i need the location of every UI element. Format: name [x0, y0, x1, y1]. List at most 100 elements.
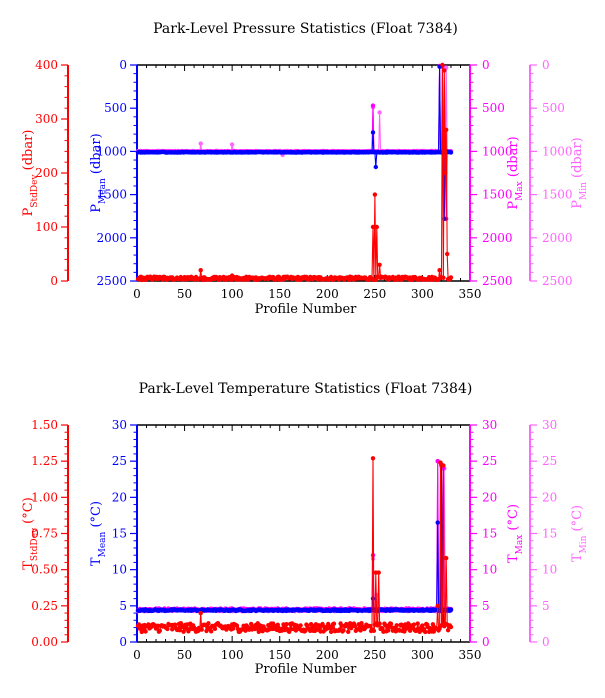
- series-std-point: [275, 622, 280, 627]
- x-tick-label: 200: [316, 648, 339, 662]
- x-tick-label: 350: [459, 648, 482, 662]
- min-axis-tick-label: 10: [542, 563, 557, 577]
- series-std-point: [209, 629, 214, 634]
- max-axis-tick-label: 2000: [482, 231, 513, 245]
- series-min-point: [377, 110, 382, 115]
- x-tick-label: 200: [316, 287, 339, 301]
- mean-axis-tick-label: 1500: [96, 188, 127, 202]
- mean-axis-label: PMean (dbar): [89, 133, 108, 212]
- mean-axis-tick-label: 0: [119, 635, 127, 649]
- series-std-point: [206, 621, 211, 626]
- mean-axis-tick-label: 2000: [96, 231, 127, 245]
- max-axis-tick-label: 1000: [482, 144, 513, 158]
- series-std-point: [435, 603, 440, 608]
- series-std-point: [394, 623, 399, 628]
- mean-axis-tick-label: 10: [112, 563, 127, 577]
- chart-title: Park-Level Temperature Statistics (Float…: [139, 381, 473, 397]
- series-std-point: [352, 623, 358, 629]
- series-std-point: [329, 625, 335, 631]
- series-std-point: [172, 622, 178, 627]
- std-axis-tick-label: 0.00: [31, 635, 58, 649]
- series-std-point: [420, 623, 425, 628]
- series-std-point: [370, 224, 376, 230]
- series-std-point: [230, 626, 236, 631]
- series-std-point: [177, 628, 182, 633]
- series-min-line: [137, 66, 452, 157]
- series-mean-point: [448, 607, 454, 612]
- std-axis-tick-label: 0.50: [31, 563, 58, 577]
- series-std-point: [377, 262, 382, 267]
- series-std-point: [444, 127, 449, 132]
- series-mean-point: [373, 164, 378, 170]
- max-axis-tick-label: 5: [482, 599, 490, 613]
- x-tick-label: 50: [177, 287, 192, 301]
- series-std-point: [212, 626, 218, 631]
- series-std-point: [346, 629, 351, 634]
- series-std-point: [448, 275, 454, 280]
- series-std-point: [198, 268, 203, 273]
- series-std-point: [445, 628, 451, 633]
- max-axis-tick-label: 25: [482, 454, 497, 468]
- x-tick-label: 150: [268, 648, 291, 662]
- max-axis-tick-label: 10: [482, 563, 497, 577]
- series-std-point: [376, 570, 381, 575]
- mean-axis-tick-label: 0: [119, 58, 127, 72]
- max-axis-tick-label: 0: [482, 58, 490, 72]
- max-axis-tick-label: 1500: [482, 188, 513, 202]
- std-axis-tick-label: 0.25: [31, 599, 58, 613]
- series-std-point: [423, 629, 428, 635]
- mean-axis-tick-label: 20: [112, 490, 127, 504]
- mean-axis-tick-label: 30: [112, 418, 127, 432]
- max-axis-tick-label: 0: [482, 635, 490, 649]
- series-std-point: [199, 627, 204, 632]
- max-axis-label: PMax (dbar): [506, 136, 525, 209]
- series-std-point: [136, 622, 142, 627]
- chart-panel-1: Park-Level Pressure Statistics (Float 73…: [21, 21, 589, 317]
- min-axis-tick-label: 1000: [542, 144, 573, 158]
- series-std-point: [170, 627, 175, 632]
- series-std-point: [443, 170, 448, 176]
- mean-axis-label: TMean (°C): [89, 501, 108, 566]
- std-axis-tick-label: 1.00: [31, 490, 58, 504]
- max-axis-tick-label: 30: [482, 418, 497, 432]
- series-std-point: [370, 456, 376, 461]
- x-axis-label: Profile Number: [255, 662, 358, 677]
- x-tick-label: 250: [363, 648, 386, 662]
- series-std-point: [358, 628, 363, 633]
- series-max-point: [370, 103, 376, 108]
- series-std-point: [441, 275, 446, 280]
- min-axis-tick-label: 2000: [542, 231, 573, 245]
- series-std-point: [284, 622, 289, 627]
- series-std-point: [143, 629, 148, 634]
- x-tick-label: 150: [268, 287, 291, 301]
- x-axis-label: Profile Number: [255, 302, 358, 317]
- series-std-point: [415, 621, 420, 626]
- series-max-line: [137, 461, 452, 612]
- std-axis-tick-label: 0.75: [31, 527, 58, 541]
- min-axis-label: PMin (dbar): [570, 137, 589, 209]
- series-mean-point: [370, 130, 376, 135]
- max-axis-tick-label: 15: [482, 527, 497, 541]
- series-std-point: [341, 628, 346, 633]
- series-std-point: [243, 628, 248, 633]
- series-std-point: [157, 628, 162, 633]
- x-tick-label: 350: [459, 287, 482, 301]
- series-min-point: [198, 141, 203, 146]
- mean-axis-tick-label: 15: [112, 527, 127, 541]
- std-axis-label: PStdDev (dbar): [21, 130, 40, 217]
- min-axis-label: TMin (°C): [570, 505, 589, 562]
- series-std-point: [331, 621, 337, 626]
- mean-axis-tick-label: 5: [119, 599, 127, 613]
- series-std-point: [444, 555, 449, 561]
- mean-axis-tick-label: 1000: [96, 144, 127, 158]
- min-axis-tick-label: 20: [542, 490, 557, 504]
- min-axis-tick-label: 0: [542, 635, 550, 649]
- max-axis-tick-label: 500: [482, 101, 505, 115]
- std-axis-label: TStdDev (°C): [21, 497, 40, 570]
- series-std-line: [137, 458, 452, 634]
- series-std-point: [303, 628, 308, 633]
- series-mean-point: [370, 596, 376, 601]
- x-tick-label: 100: [221, 648, 244, 662]
- x-tick-label: 300: [411, 648, 434, 662]
- x-tick-label: 50: [177, 648, 192, 662]
